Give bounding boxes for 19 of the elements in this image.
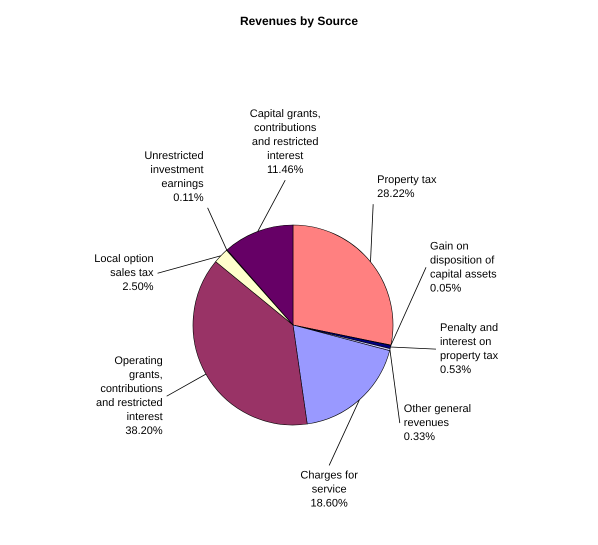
data-label: 0.53% [440, 364, 472, 376]
slice-label: Penalty and interest on property tax [440, 322, 499, 362]
chart-title: Revenues by Source [240, 14, 358, 28]
data-label: 18.60% [310, 497, 348, 510]
data-label: 11.46% [266, 164, 304, 176]
data-label: 38.20% [125, 425, 163, 438]
slice-label: Gain on disposition of capital assets [430, 240, 498, 280]
data-label: 0.11% [173, 192, 204, 204]
data-label: 0.05% [430, 282, 462, 294]
data-label: 2.50% [122, 281, 154, 294]
slice-label: Operating grants, contributions and restricted interest [96, 355, 164, 424]
slice-label: Charges for service [300, 469, 358, 496]
data-label: 28.22% [377, 188, 415, 200]
slice-label: Capital grants, contributions and restricted interest [250, 108, 321, 162]
data-label: 0.33% [404, 431, 436, 444]
slice-label: Other general revenues [404, 403, 472, 430]
slice-label: Property tax [377, 174, 437, 186]
slice-label: Local option sales tax [94, 253, 154, 280]
slice-label: Unrestricted investment earnings [144, 150, 204, 190]
